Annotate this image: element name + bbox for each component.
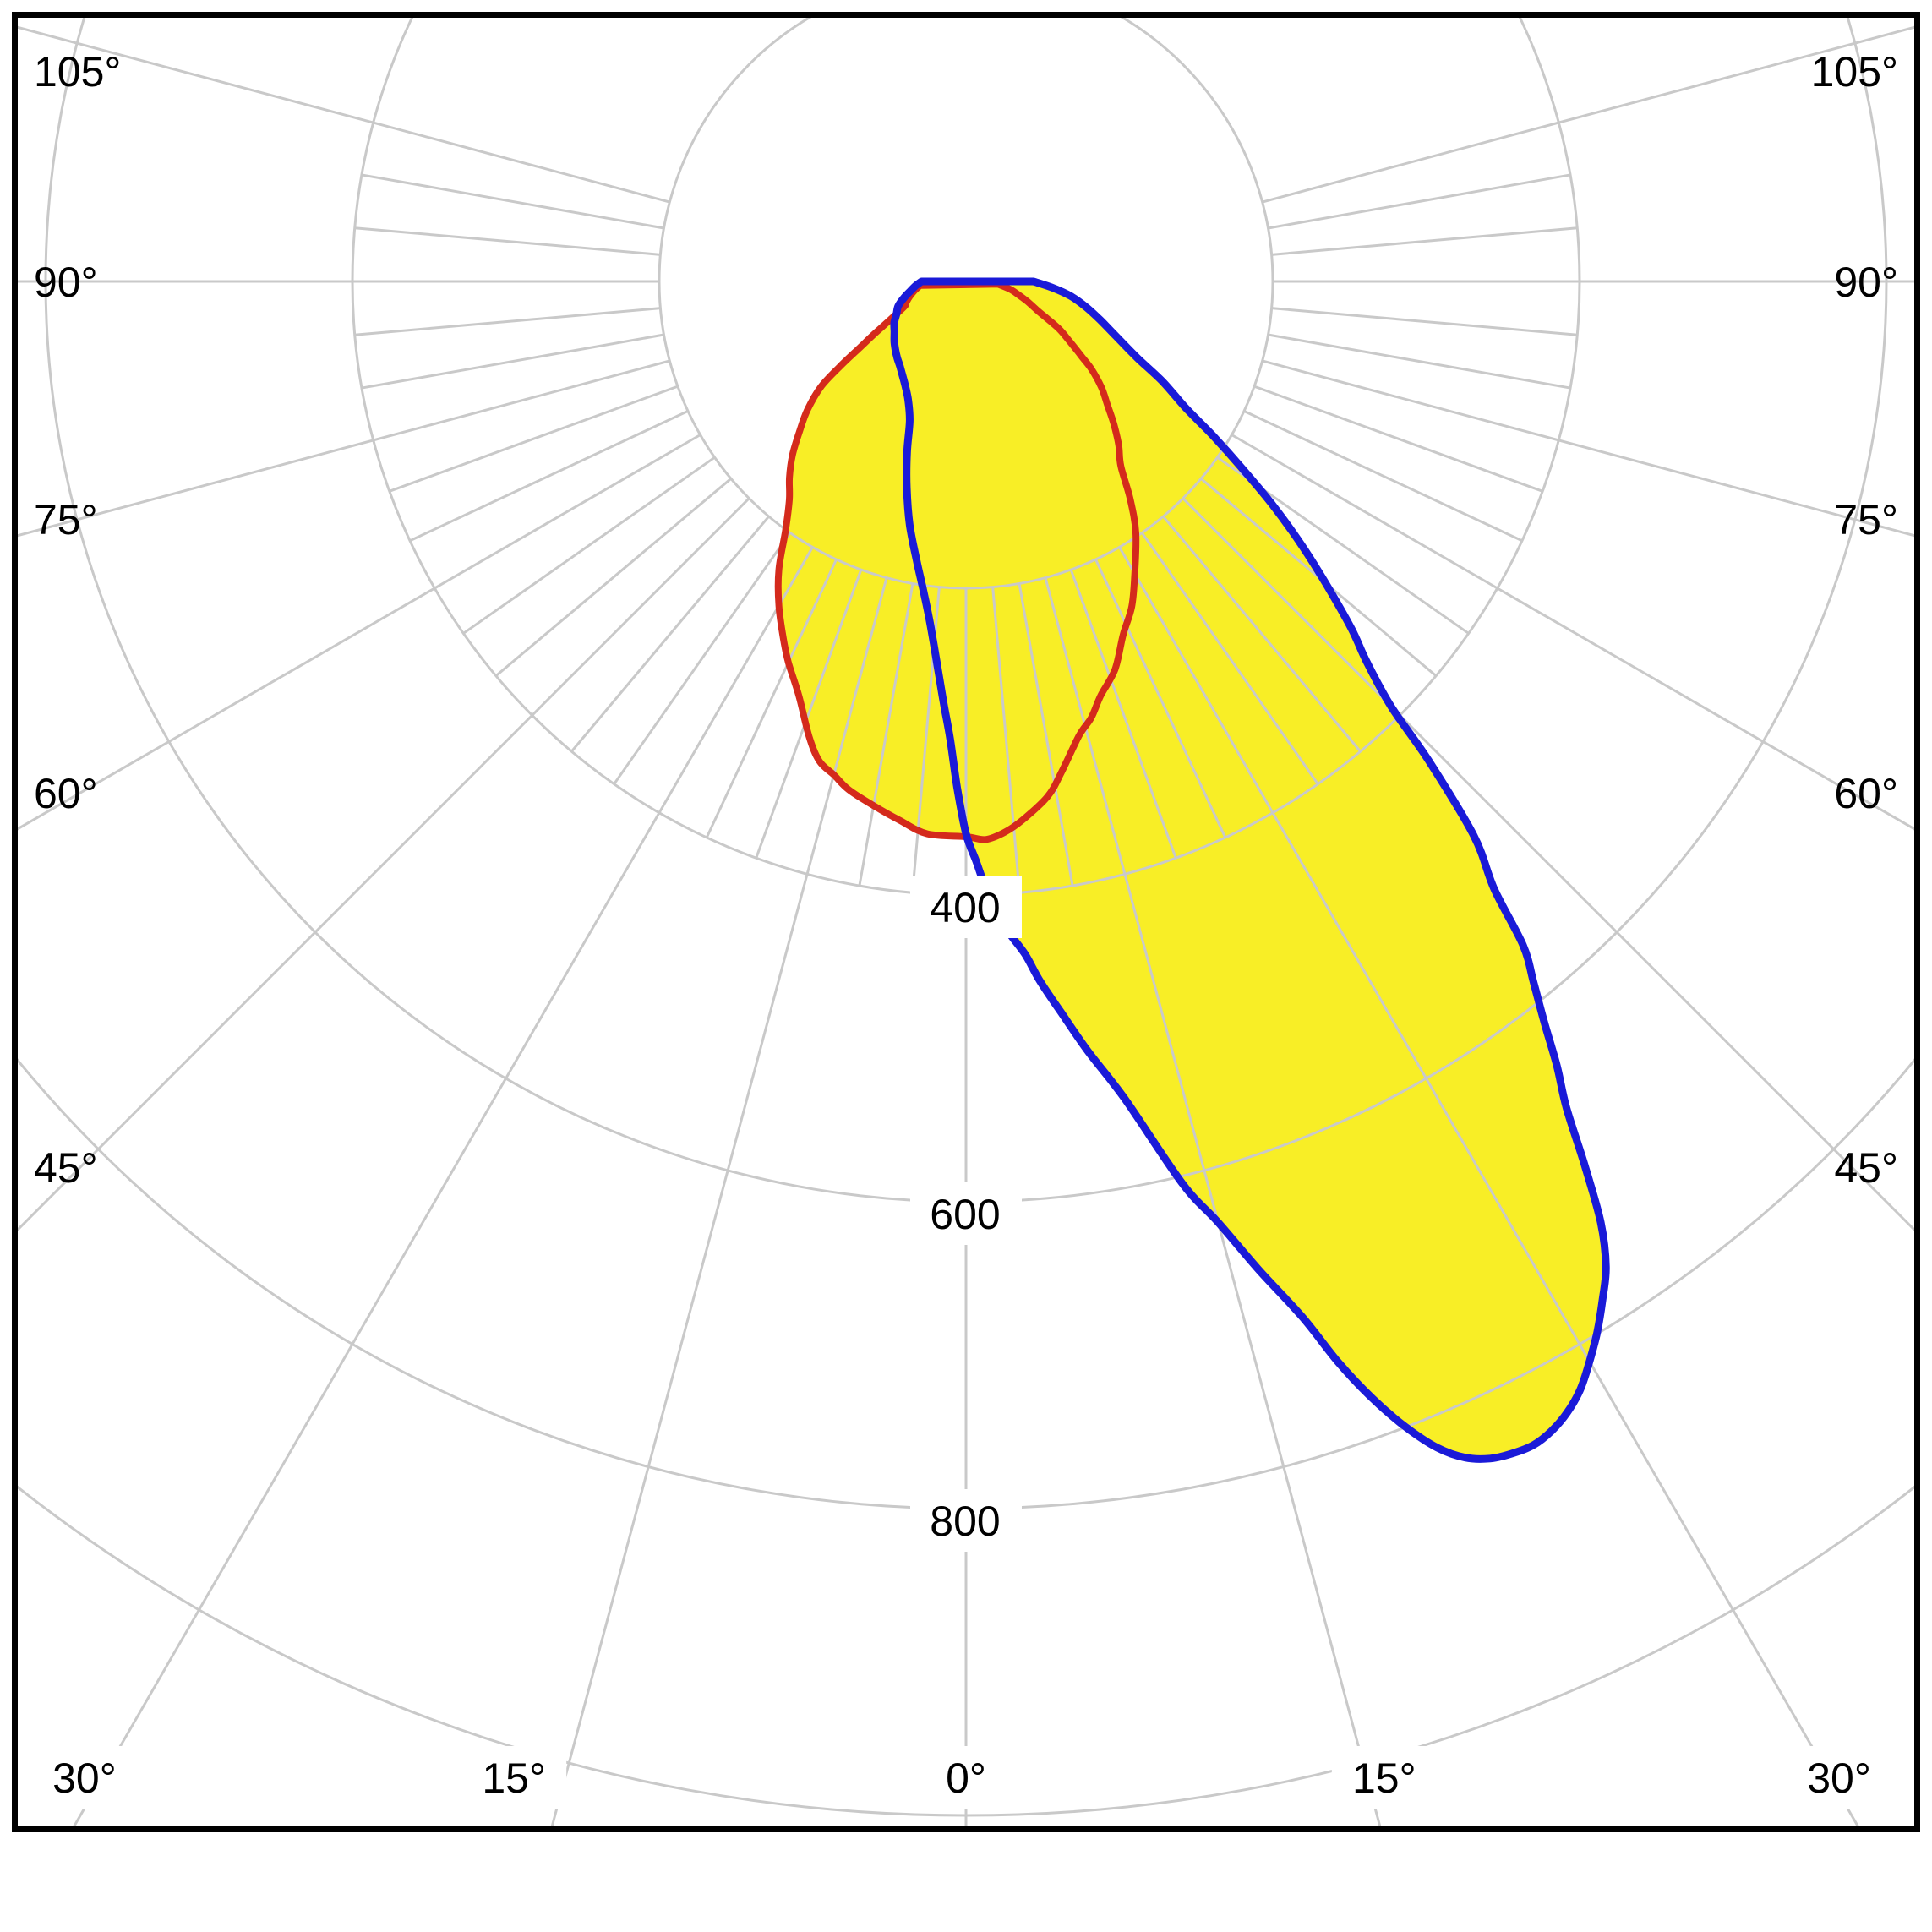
radial-label-400: 400 bbox=[930, 884, 1000, 931]
angle-label-bottom-1: 15° bbox=[482, 1755, 546, 1802]
grid-radial-minor bbox=[613, 532, 792, 785]
grid-radial-minor bbox=[705, 559, 838, 838]
bottom-label-bg-3 bbox=[1331, 1746, 1437, 1809]
radial-label-bg-600 bbox=[910, 1182, 1022, 1245]
grid-radial-minor bbox=[1069, 569, 1177, 859]
grid-radial-major--15 bbox=[550, 577, 888, 1827]
grid-radial-minor bbox=[354, 226, 661, 256]
grid-radial-minor bbox=[1140, 532, 1319, 785]
grid-radial-minor bbox=[409, 410, 689, 543]
grid-radial-minor bbox=[1162, 516, 1362, 753]
grid-radial-minor bbox=[1253, 385, 1543, 493]
bottom-label-bg-1 bbox=[461, 1746, 567, 1809]
grid-radial-minor bbox=[570, 516, 770, 753]
bottom-label-bg-2 bbox=[914, 1746, 1018, 1809]
grid-radial-major--105 bbox=[18, 25, 670, 204]
angle-label-right-60: 60° bbox=[1834, 770, 1898, 817]
angle-label-left-60: 60° bbox=[34, 770, 98, 817]
grid-radial-major-105 bbox=[1262, 25, 1914, 204]
grid-radial-major-15 bbox=[1044, 577, 1382, 1827]
angle-label-left-75: 75° bbox=[34, 496, 98, 543]
angle-label-right-45: 45° bbox=[1834, 1144, 1898, 1192]
bottom-label-bg-4 bbox=[1787, 1746, 1892, 1809]
angle-label-bottom-4: 30° bbox=[1807, 1755, 1871, 1802]
radial-label-800: 800 bbox=[930, 1498, 1000, 1545]
grid-radial-major-75 bbox=[1262, 359, 1914, 538]
grid-radial-minor bbox=[1271, 307, 1578, 336]
grid-radial-major-60 bbox=[1231, 434, 1914, 831]
grid-radial-minor bbox=[991, 587, 1021, 893]
grid-radial-minor bbox=[1094, 559, 1227, 838]
grid-radial-minor bbox=[1243, 410, 1523, 543]
grid-radial-minor bbox=[361, 173, 664, 230]
beam-fill-red_curve bbox=[778, 284, 1137, 840]
grid-radial-major-30 bbox=[1118, 546, 1860, 1827]
grid-radial-minor bbox=[389, 385, 679, 493]
grid-radial-major--45 bbox=[18, 497, 750, 1232]
grid-radial-minor bbox=[462, 456, 716, 635]
angle-label-bottom-3: 15° bbox=[1352, 1755, 1416, 1802]
grid-radial-minor bbox=[1271, 226, 1578, 256]
angle-label-right-105: 105° bbox=[1811, 48, 1898, 96]
radial-label-600: 600 bbox=[930, 1191, 1000, 1238]
bottom-label-bg-0 bbox=[31, 1746, 137, 1809]
grid-radial-minor bbox=[858, 583, 914, 887]
grid-radial-minor bbox=[494, 478, 732, 677]
angle-label-left-45: 45° bbox=[34, 1144, 98, 1192]
radial-label-bg-800 bbox=[910, 1489, 1022, 1552]
curve-blue_curve bbox=[890, 277, 1610, 1463]
grid-radial-minor bbox=[361, 333, 664, 390]
grid-radial-major--75 bbox=[18, 359, 670, 538]
angle-label-right-90: 90° bbox=[1834, 259, 1898, 306]
plot-border bbox=[12, 12, 1920, 1832]
grid-radial-major--60 bbox=[18, 434, 701, 831]
angle-label-left-105: 105° bbox=[34, 48, 121, 96]
grid-radial-minor bbox=[1268, 333, 1571, 390]
radial-label-bg-400 bbox=[910, 876, 1022, 938]
grid-radial-minor bbox=[1018, 583, 1074, 887]
angle-label-left-90: 90° bbox=[34, 259, 98, 306]
grid-radial-minor bbox=[755, 569, 863, 859]
grid-radial-major--30 bbox=[72, 546, 814, 1827]
angle-label-bottom-2: 0° bbox=[946, 1755, 986, 1802]
angle-label-bottom-0: 30° bbox=[52, 1755, 117, 1802]
grid-radial-minor bbox=[354, 307, 661, 336]
grid-radial-minor bbox=[1268, 173, 1571, 230]
angle-label-right-75: 75° bbox=[1834, 496, 1898, 543]
curves-group bbox=[774, 277, 1610, 1463]
labels-group: 400 600 800 105° 90° 75° 60° 45° 105° 90° 75° 60° 45… bbox=[31, 48, 1898, 1809]
